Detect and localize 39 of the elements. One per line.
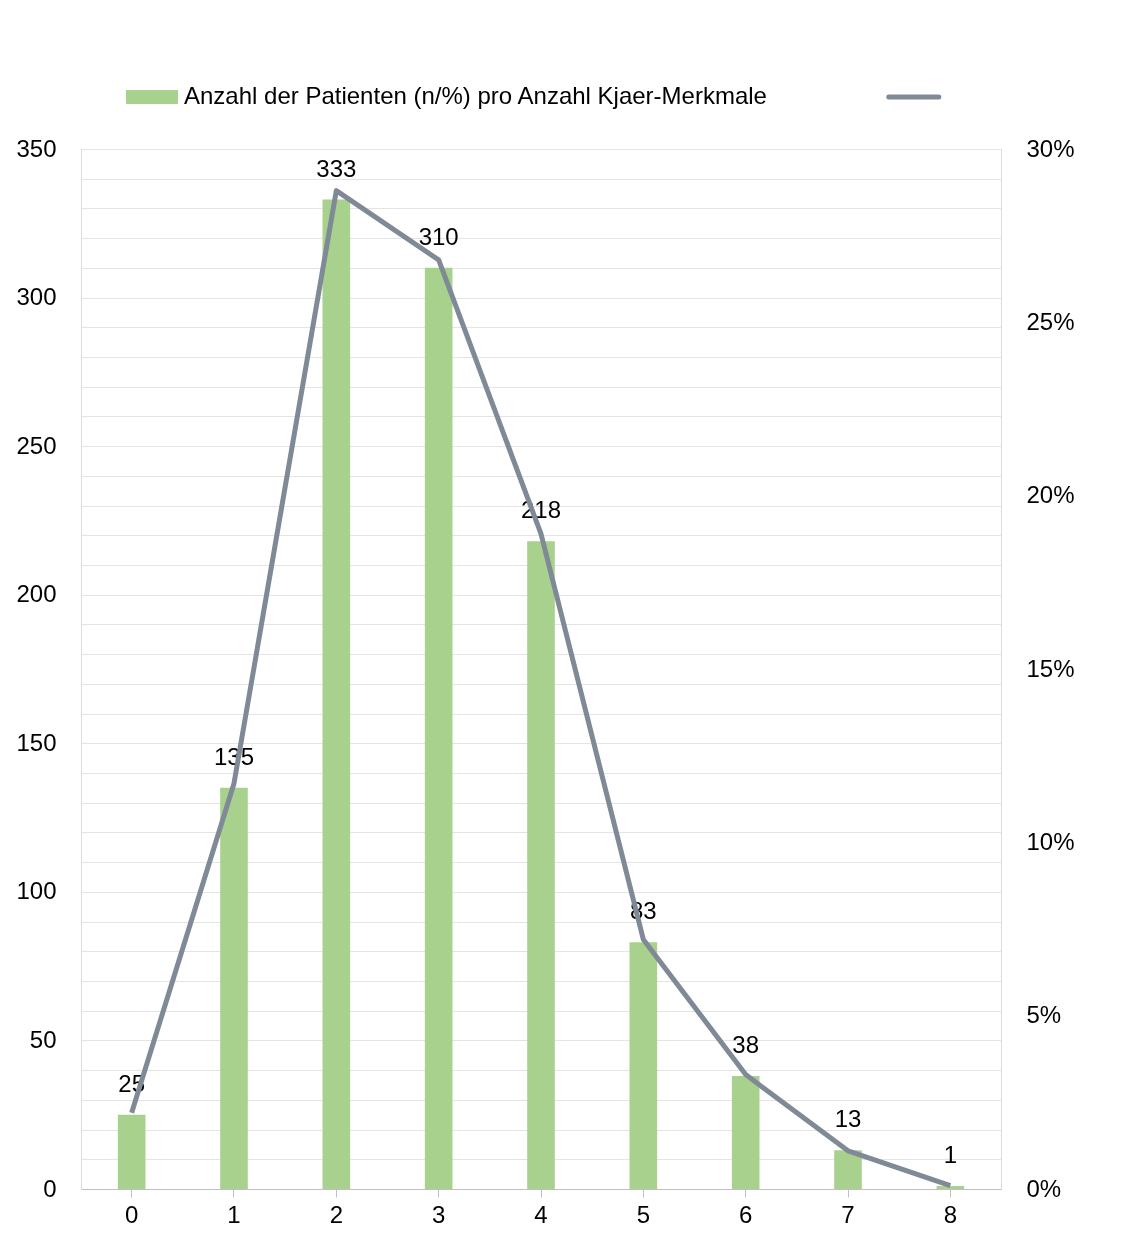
bar: [117, 1114, 146, 1189]
data-label: 1: [943, 1141, 958, 1169]
bar: [629, 942, 658, 1189]
x-tick-label: 2: [329, 1200, 344, 1228]
bar: [527, 541, 555, 1189]
bar: [731, 1076, 760, 1189]
data-label: 13: [834, 1105, 862, 1133]
x-tick-label: 8: [943, 1200, 958, 1228]
bar: [834, 1150, 862, 1189]
y2-tick-label: 30%: [1026, 134, 1075, 162]
x-tick-label: 4: [534, 1200, 548, 1228]
y2-tick-label: 25%: [1026, 307, 1075, 335]
y-tick-label: 150: [16, 728, 57, 756]
y-tick-label: 200: [16, 580, 57, 608]
x-tick-label: 5: [636, 1200, 651, 1228]
y-tick-label: 350: [16, 134, 57, 162]
bar: [322, 199, 351, 1189]
y-tick-label: 0: [43, 1174, 57, 1202]
bar: [424, 267, 453, 1189]
y-tick-label: 250: [16, 431, 57, 459]
data-label: 38: [732, 1031, 760, 1059]
x-tick-label: 7: [841, 1200, 855, 1228]
y2-tick-label: 10%: [1026, 827, 1075, 855]
y2-tick-label: 15%: [1026, 654, 1075, 682]
y-tick-label: 100: [16, 877, 57, 905]
y2-tick-label: 5%: [1026, 1001, 1062, 1029]
y-tick-label: 300: [16, 283, 57, 311]
y2-tick-label: 0%: [1026, 1174, 1062, 1202]
x-tick-label: 1: [227, 1200, 241, 1228]
data-label: 310: [418, 222, 459, 250]
x-tick-label: 0: [124, 1200, 139, 1228]
y-tick-label: 50: [29, 1025, 57, 1053]
bar: [220, 787, 248, 1189]
data-label: 333: [316, 154, 357, 182]
x-tick-label: 3: [431, 1200, 446, 1228]
bar: [936, 1186, 965, 1189]
legend-label: Anzahl der Patienten (n/%) pro Anzahl Kjaer-Merkmale: [184, 82, 767, 109]
x-tick-label: 6: [738, 1200, 753, 1228]
y2-tick-label: 20%: [1026, 481, 1075, 509]
